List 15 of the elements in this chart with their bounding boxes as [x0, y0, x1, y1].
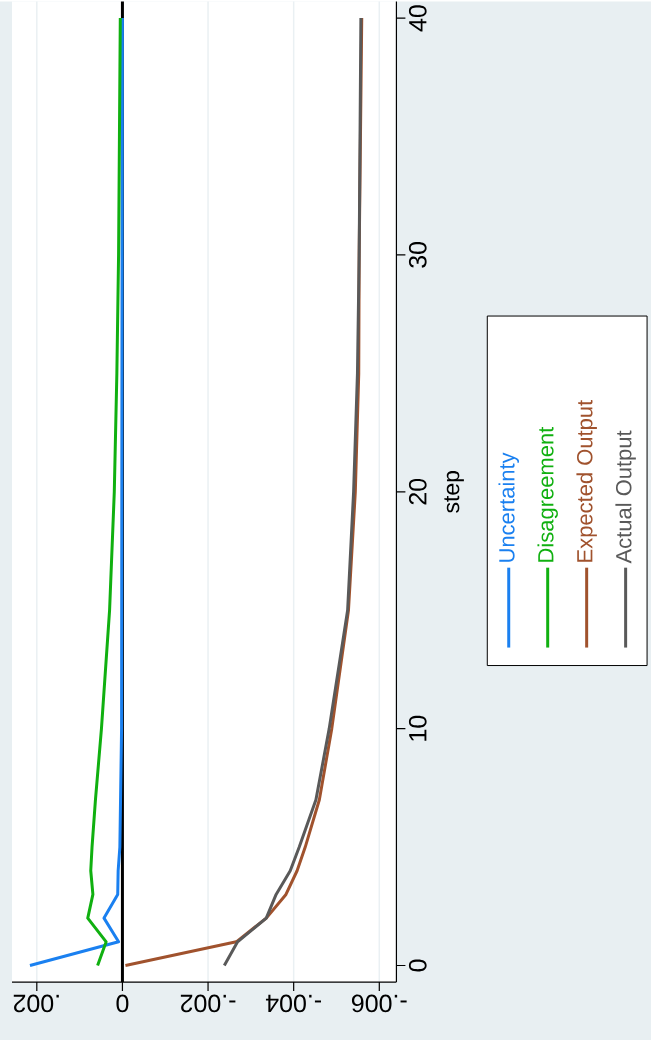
- x-tick-label: -.004: [265, 994, 321, 1013]
- text: Uncertainty: [498, 452, 519, 562]
- y-tick-label: 40: [408, 5, 427, 32]
- text: Expected Output: [576, 400, 597, 562]
- y-tick-label: 20: [408, 478, 427, 505]
- y-tick-label: 10: [408, 715, 427, 741]
- x-tick-label: 0: [116, 994, 129, 1013]
- y-tick-label: 0: [408, 959, 427, 972]
- y-axis-title: step: [444, 471, 464, 513]
- text: Actual Output: [615, 430, 636, 564]
- x-tick-label: .002: [13, 994, 59, 1013]
- x-tick-label: -.002: [180, 994, 236, 1013]
- text: Disagreement: [537, 426, 558, 562]
- x-tick-label: -.006: [351, 994, 407, 1013]
- y-tick-label: 30: [408, 242, 427, 268]
